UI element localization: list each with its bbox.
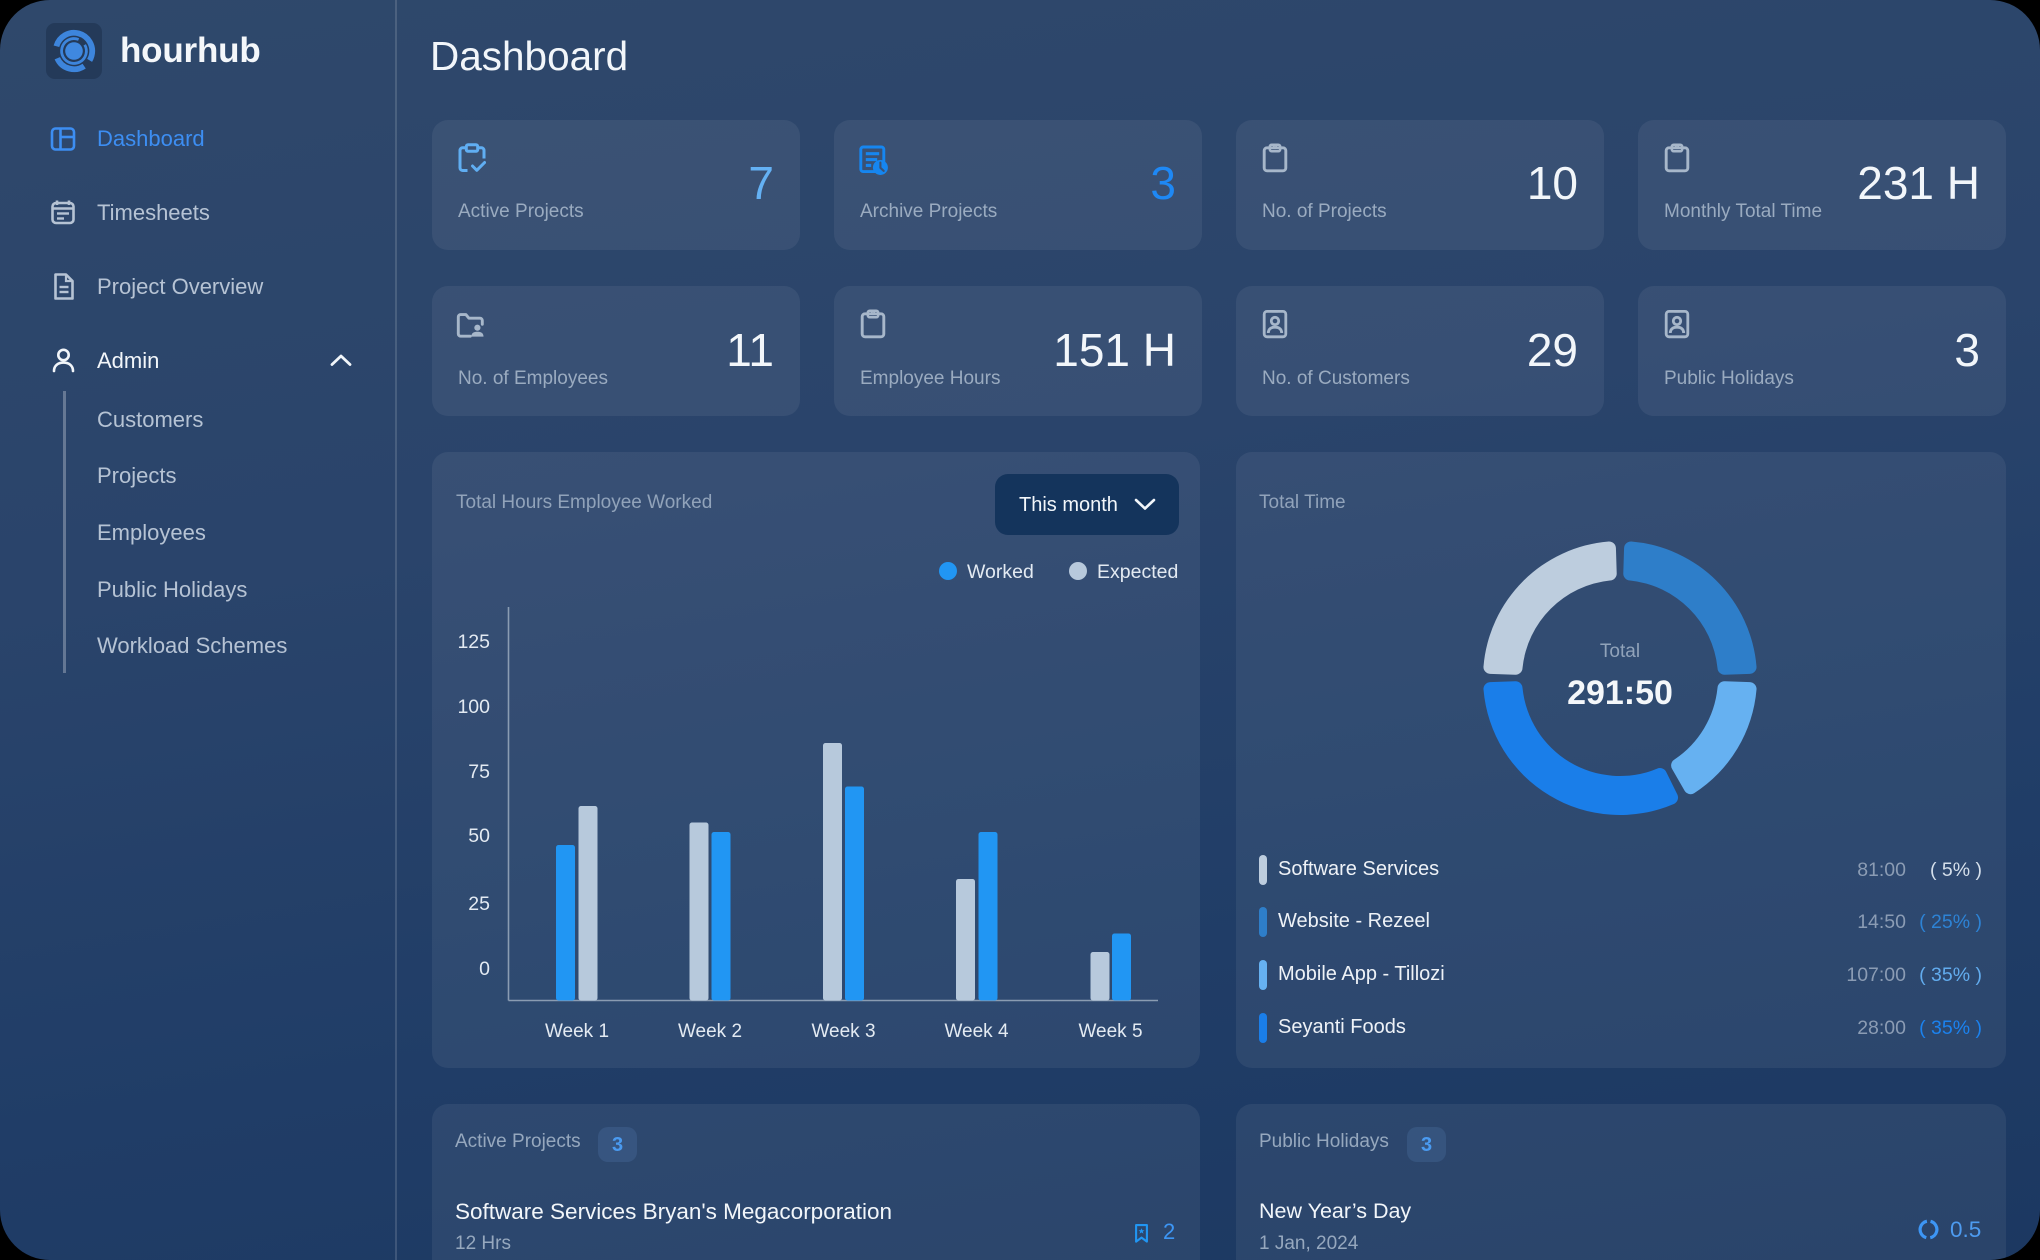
- svg-text:50: 50: [468, 825, 490, 847]
- svg-text:Week 4: Week 4: [944, 1021, 1009, 1042]
- svg-text:75: 75: [468, 761, 490, 783]
- svg-text:Week 1: Week 1: [545, 1021, 609, 1042]
- svg-text:25: 25: [468, 893, 490, 915]
- svg-text:Week 3: Week 3: [811, 1021, 875, 1042]
- svg-text:0: 0: [479, 958, 490, 980]
- svg-text:Week 2: Week 2: [678, 1021, 742, 1042]
- svg-text:100: 100: [457, 696, 490, 718]
- svg-text:Week 5: Week 5: [1078, 1021, 1142, 1042]
- svg-text:125: 125: [457, 631, 490, 653]
